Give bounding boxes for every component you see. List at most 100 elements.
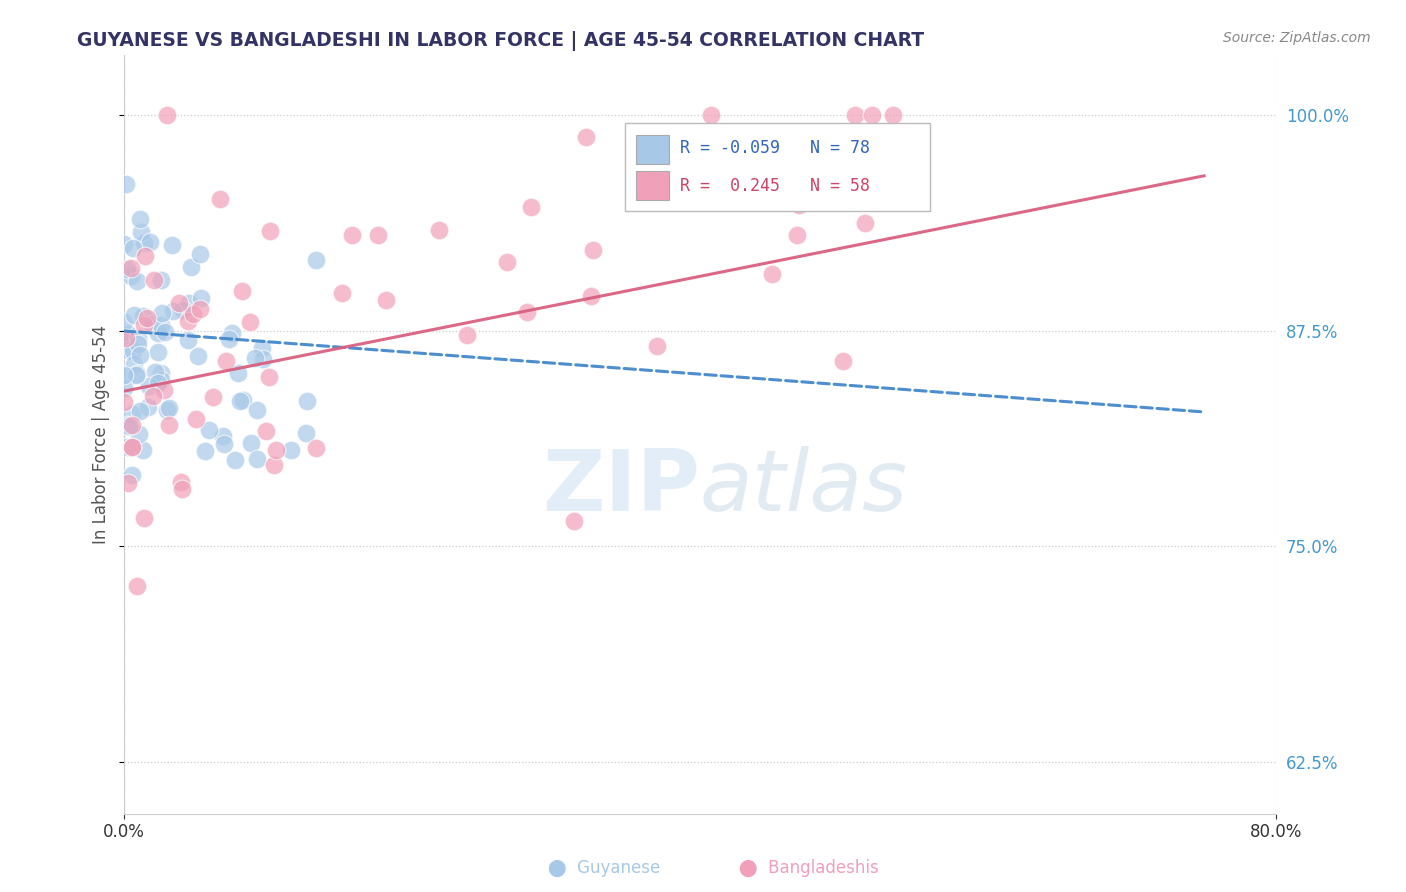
Point: [254, 424, 277, 438]
Point: [138, 379, 160, 393]
Point: [844, 108, 866, 122]
Point: [787, 197, 810, 211]
Point: [190, 291, 212, 305]
Point: [160, 238, 183, 252]
Point: [252, 351, 274, 366]
Point: [114, 178, 136, 192]
Point: [582, 244, 605, 258]
Point: [139, 235, 162, 250]
Point: [700, 108, 723, 122]
Point: [832, 354, 855, 368]
Point: [150, 318, 173, 332]
Point: [581, 289, 603, 303]
Point: [761, 268, 783, 282]
Point: [246, 403, 269, 417]
Point: [170, 475, 193, 490]
Point: [340, 228, 363, 243]
Point: [516, 305, 538, 319]
Point: [232, 392, 254, 407]
Point: [146, 376, 169, 391]
Point: [115, 331, 138, 345]
Point: [143, 365, 166, 379]
Point: [374, 293, 396, 308]
Text: R = -0.059   N = 78: R = -0.059 N = 78: [681, 139, 870, 157]
Point: [786, 228, 808, 243]
Point: [112, 236, 135, 251]
Point: [194, 444, 217, 458]
Point: [112, 315, 135, 329]
Text: Source: ZipAtlas.com: Source: ZipAtlas.com: [1223, 31, 1371, 45]
Point: [112, 395, 135, 409]
Point: [188, 247, 211, 261]
Point: [121, 440, 143, 454]
Point: [124, 368, 146, 383]
Point: [146, 326, 169, 340]
Point: [128, 404, 150, 418]
Point: [575, 130, 598, 145]
Point: [153, 384, 176, 398]
Point: [188, 301, 211, 316]
Point: [141, 318, 163, 332]
Point: [132, 310, 155, 324]
Point: [120, 261, 142, 276]
Point: [562, 514, 585, 528]
Point: [122, 343, 145, 358]
Point: [121, 440, 143, 454]
Point: [142, 389, 165, 403]
Point: [131, 443, 153, 458]
Y-axis label: In Labor Force | Age 45-54: In Labor Force | Age 45-54: [93, 325, 110, 544]
Point: [172, 303, 194, 318]
Point: [112, 334, 135, 349]
Point: [280, 442, 302, 457]
Point: [117, 326, 139, 341]
Point: [128, 426, 150, 441]
Point: [304, 252, 326, 267]
Point: [211, 429, 233, 443]
Point: [132, 510, 155, 524]
Point: [129, 225, 152, 239]
Point: [117, 343, 139, 358]
Point: [214, 437, 236, 451]
Point: [150, 306, 173, 320]
Point: [197, 423, 219, 437]
Text: ZIP: ZIP: [543, 446, 700, 529]
Point: [520, 200, 543, 214]
Point: [115, 441, 138, 455]
Point: [184, 412, 207, 426]
Point: [367, 228, 389, 243]
Point: [229, 393, 252, 408]
Point: [427, 223, 450, 237]
Point: [295, 425, 318, 440]
Point: [120, 268, 142, 283]
Point: [330, 285, 353, 300]
Point: [305, 441, 328, 455]
Point: [295, 393, 318, 408]
Point: [125, 275, 148, 289]
Point: [250, 341, 273, 355]
Bar: [637, 171, 669, 200]
Point: [496, 255, 519, 269]
Point: [136, 400, 159, 414]
Point: [121, 407, 143, 421]
Point: [112, 368, 135, 382]
Point: [112, 368, 135, 383]
FancyBboxPatch shape: [624, 123, 931, 211]
Point: [645, 339, 668, 353]
Text: GUYANESE VS BANGLADESHI IN LABOR FORCE | AGE 45-54 CORRELATION CHART: GUYANESE VS BANGLADESHI IN LABOR FORCE |…: [77, 31, 925, 51]
Point: [134, 249, 156, 263]
Point: [221, 326, 243, 340]
Point: [257, 370, 280, 384]
Point: [114, 380, 136, 394]
Point: [264, 442, 287, 457]
Point: [122, 308, 145, 322]
Point: [117, 475, 139, 490]
Point: [150, 373, 173, 387]
Point: [172, 483, 194, 497]
Point: [208, 192, 231, 206]
Point: [122, 357, 145, 371]
Point: [149, 272, 172, 286]
Bar: [637, 135, 669, 163]
Point: [156, 402, 179, 417]
Point: [143, 273, 166, 287]
Point: [853, 216, 876, 230]
